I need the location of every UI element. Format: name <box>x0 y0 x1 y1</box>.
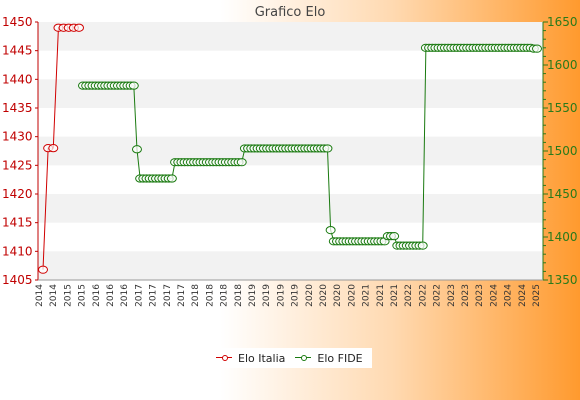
x-tick-label: 2015 <box>63 284 73 307</box>
x-tick-label: 2022 <box>433 284 443 307</box>
x-tick-label: 2024 <box>504 284 514 307</box>
grid-bands <box>38 22 543 280</box>
data-point <box>48 144 59 153</box>
right-tick-label: 1500 <box>547 144 578 158</box>
x-tick-label: 2015 <box>78 284 88 307</box>
x-tick-label: 2016 <box>106 284 116 307</box>
left-tick-label: 1405 <box>2 273 33 287</box>
data-point <box>322 144 333 153</box>
data-point <box>38 265 48 274</box>
right-tick-label: 1600 <box>547 58 578 72</box>
legend-marker-red <box>216 353 232 363</box>
data-point <box>74 23 84 32</box>
legend-item-elo-fide: Elo FIDE <box>295 351 363 365</box>
x-tick-label: 2019 <box>276 284 286 307</box>
x-tick-label: 2019 <box>291 284 301 307</box>
x-tick-label: 2017 <box>149 284 159 307</box>
x-tick-label: 2018 <box>234 284 244 307</box>
right-tick-label: 1550 <box>547 101 578 115</box>
legend-label-elo-italia: Elo Italia <box>238 351 286 365</box>
x-axis-labels: 2014 2014 2015 2015 2016 2016 2016 2017 2017 2017… <box>35 284 542 307</box>
x-tick-label: 2018 <box>220 284 230 307</box>
x-tick-label: 2023 <box>461 284 471 307</box>
x-tick-label: 2014 <box>49 284 59 307</box>
x-tick-label: 2018 <box>191 284 201 307</box>
data-point <box>236 158 247 167</box>
left-axis-ticks: 1405 1410 1415 1420 1425 1430 1435 1440 1445 1450 <box>2 15 38 287</box>
right-tick-label: 1650 <box>547 15 578 29</box>
x-tick-label: 2018 <box>205 284 215 307</box>
grid-band <box>38 251 543 280</box>
right-tick-label: 1450 <box>547 187 578 201</box>
x-tick-label: 2020 <box>319 284 329 307</box>
x-tick-label: 2022 <box>404 284 414 307</box>
x-tick-label: 2014 <box>35 284 45 307</box>
series-elo-italia <box>38 23 84 274</box>
data-point <box>325 226 336 235</box>
data-point <box>131 145 142 154</box>
right-tick-label: 1400 <box>547 230 578 244</box>
x-tick-label: 2021 <box>376 284 386 307</box>
x-tick-label: 2022 <box>418 284 428 307</box>
x-tick-label: 2025 <box>532 284 542 307</box>
x-tick-label: 2021 <box>390 284 400 307</box>
data-point <box>128 81 139 90</box>
legend-label-elo-fide: Elo FIDE <box>317 351 363 365</box>
data-point <box>166 174 177 183</box>
x-tick-label: 2023 <box>447 284 457 307</box>
x-tick-label: 2017 <box>163 284 173 307</box>
x-tick-label: 2021 <box>362 284 372 307</box>
x-tick-label: 2024 <box>518 284 528 307</box>
x-tick-label: 2019 <box>262 284 272 307</box>
legend-item-elo-italia: Elo Italia <box>216 352 285 365</box>
x-tick-label: 2020 <box>333 284 343 307</box>
right-tick-label: 1350 <box>547 273 578 287</box>
left-tick-label: 1430 <box>2 130 33 144</box>
left-tick-label: 1410 <box>2 244 33 258</box>
x-tick-label: 2019 <box>248 284 258 307</box>
left-tick-label: 1420 <box>2 187 33 201</box>
data-point <box>389 232 400 241</box>
left-tick-label: 1445 <box>2 44 33 58</box>
grid-band <box>38 194 543 223</box>
x-tick-label: 2020 <box>305 284 315 307</box>
data-point <box>532 44 542 53</box>
left-tick-label: 1425 <box>2 158 33 172</box>
left-tick-label: 1435 <box>2 101 33 115</box>
left-tick-label: 1440 <box>2 72 33 86</box>
chart-title: Grafico Elo <box>255 5 326 20</box>
x-tick-label: 2016 <box>120 284 130 307</box>
right-axis-ticks: 1350 1400 1450 1500 1550 1600 1650 <box>543 15 578 287</box>
legend: Elo Italia Elo FIDE <box>210 348 372 368</box>
x-tick-label: 2023 <box>475 284 485 307</box>
series-elo-fide <box>78 43 542 250</box>
left-tick-label: 1450 <box>2 15 33 29</box>
legend-marker-green <box>295 353 312 363</box>
data-point <box>417 241 428 250</box>
x-tick-label: 2016 <box>92 284 102 307</box>
x-tick-label: 2024 <box>489 284 499 307</box>
left-tick-label: 1415 <box>2 216 33 230</box>
x-tick-label: 2020 <box>347 284 357 307</box>
x-tick-label: 2017 <box>177 284 187 307</box>
x-tick-label: 2017 <box>134 284 144 307</box>
